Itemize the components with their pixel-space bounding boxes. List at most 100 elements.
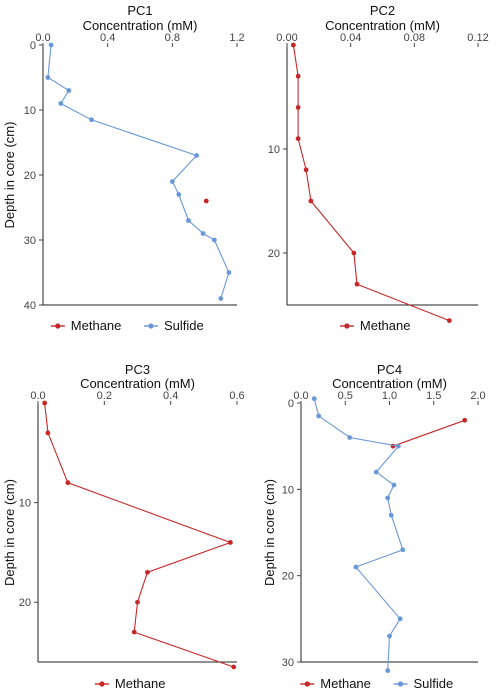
x-axis-label: Concentration (mM): [80, 376, 195, 391]
series-line-sulfide: [313, 398, 404, 671]
x-tick-label: 0.00: [276, 32, 297, 44]
y-tick-label: 30: [282, 657, 294, 669]
x-tick-label: 0.08: [404, 32, 425, 44]
data-point-methane: [446, 318, 452, 323]
data-point-sulfide: [176, 192, 182, 197]
data-point-sulfide: [395, 443, 401, 449]
x-tick-label: 2.0: [470, 390, 485, 402]
y-tick-label: 10: [282, 484, 294, 496]
legend-swatch-point-methane: [55, 323, 61, 329]
chart-title: PC4: [377, 362, 402, 377]
series-line-sulfide: [47, 44, 230, 299]
data-point-sulfide: [311, 396, 317, 402]
data-point-methane: [295, 73, 301, 79]
data-point-sulfide: [385, 668, 391, 674]
y-axis-label: Depth in core (cm): [262, 479, 277, 586]
x-tick-label: 0.0: [293, 390, 308, 402]
data-point-sulfide: [169, 179, 175, 184]
y-tick-label: 20: [268, 248, 280, 260]
x-axis-label: Concentration (mM): [325, 18, 440, 33]
data-point-methane: [295, 136, 301, 142]
legend-swatch-point-methane: [304, 681, 310, 687]
data-point-sulfide: [186, 218, 191, 223]
data-point-methane: [135, 599, 140, 605]
data-point-methane: [65, 480, 71, 486]
x-tick-label: 0.4: [163, 390, 178, 402]
data-point-sulfide: [200, 231, 206, 236]
x-tick-label: 0.5: [338, 390, 353, 402]
data-point-sulfide: [58, 101, 64, 106]
data-point-methane: [303, 167, 309, 173]
legend-label-sulfide: Sulfide: [414, 676, 454, 691]
data-point-methane: [354, 281, 360, 287]
data-point-sulfide: [66, 88, 72, 93]
legend-label-methane: Methane: [71, 318, 122, 333]
data-point-methane: [462, 417, 468, 423]
data-point-methane: [290, 42, 296, 48]
legend-swatch-point-sulfide: [397, 681, 404, 687]
data-point-sulfide: [48, 42, 54, 48]
x-tick-label: 0.12: [467, 32, 488, 44]
x-tick-label: 1.5: [426, 390, 441, 402]
data-point-sulfide: [391, 482, 397, 488]
y-tick-label: 20: [282, 571, 294, 583]
x-tick-label: 0.6: [229, 390, 244, 402]
y-tick-label: 0: [30, 40, 36, 52]
data-point-methane: [295, 105, 301, 110]
chart-title: PC2: [370, 3, 395, 18]
x-tick-label: 0.4: [100, 32, 115, 44]
x-tick-label: 0.2: [97, 390, 112, 402]
x-tick-label: 1.0: [382, 390, 397, 402]
data-point-methane: [42, 400, 48, 406]
y-axis-label: Depth in core (cm): [2, 479, 17, 586]
data-point-sulfide: [194, 153, 199, 158]
legend-label-methane: Methane: [320, 676, 371, 691]
legend-swatch-point-methane: [344, 323, 350, 329]
legend-label-methane: Methane: [360, 318, 411, 333]
chart-title: PC1: [127, 3, 152, 18]
y-tick-label: 20: [24, 170, 36, 182]
y-axis-label: Depth in core (cm): [2, 122, 17, 229]
y-tick-label: 10: [19, 498, 31, 510]
data-point-sulfide: [218, 296, 224, 301]
data-point-sulfide: [400, 547, 406, 553]
data-point-methane: [351, 250, 357, 256]
series-line-methane: [292, 44, 450, 322]
data-point-methane: [45, 430, 51, 436]
x-axis-label: Concentration (mM): [332, 376, 447, 391]
x-axis-label: Concentration (mM): [83, 18, 198, 33]
x-tick-label: 0.04: [340, 32, 361, 44]
y-tick-label: 30: [24, 235, 36, 247]
data-point-sulfide: [397, 616, 403, 622]
data-point-methane: [227, 540, 233, 545]
data-point-sulfide: [388, 512, 394, 518]
x-tick-label: 0.0: [30, 390, 45, 402]
data-point-sulfide: [211, 237, 217, 243]
series-line-methane: [44, 402, 234, 668]
data-point-sulfide: [316, 413, 322, 419]
x-tick-label: 1.2: [229, 32, 244, 44]
data-point-sulfide: [347, 435, 353, 440]
y-tick-label: 0: [288, 398, 294, 410]
data-point-methane: [145, 569, 150, 575]
data-point-sulfide: [45, 75, 51, 80]
data-point-methane: [231, 664, 237, 670]
data-point-sulfide: [226, 270, 232, 275]
data-point-sulfide: [373, 469, 379, 475]
data-point-sulfide: [89, 117, 94, 123]
y-tick-label: 40: [24, 300, 36, 312]
y-tick-label: 10: [268, 144, 280, 156]
data-point-methane: [203, 198, 209, 204]
x-tick-label: 0.0: [35, 32, 50, 44]
chart-title: PC3: [125, 362, 150, 377]
legend-label-sulfide: Sulfide: [164, 318, 204, 333]
data-point-sulfide: [385, 495, 391, 501]
legend-swatch-point-methane: [99, 681, 105, 687]
data-point-sulfide: [387, 633, 392, 639]
series-line-methane: [392, 419, 465, 447]
